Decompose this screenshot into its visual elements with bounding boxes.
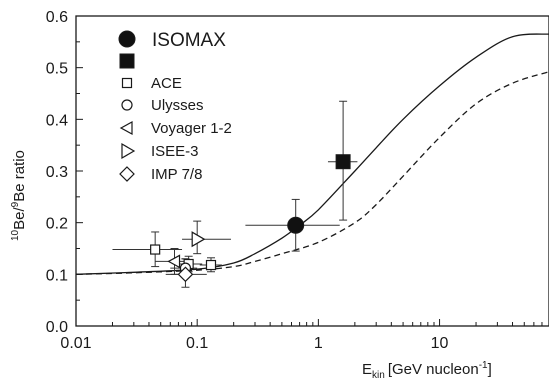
- y-tick-label: 0.0: [46, 319, 68, 336]
- y-axis-label-rest: Be ratio: [11, 150, 28, 202]
- legend: ISOMAX ACE Ulysses Voyager 1-2 ISEE-3 IMP 7/8: [118, 30, 232, 183]
- x-tick-label: 10: [431, 335, 449, 352]
- x-axis-label-main: E: [362, 361, 372, 378]
- data-point-open-triangle-right: [191, 231, 206, 248]
- data-point-open-square: [205, 259, 217, 271]
- y-tick-label: 0.5: [46, 61, 68, 78]
- data-point-open-triangle-left: [167, 254, 181, 269]
- model-curves: [75, 33, 549, 275]
- dashed-model-curve: [75, 71, 549, 275]
- legend-label: IMP 7/8: [151, 166, 202, 183]
- x-axis-label: Ekin [GeV nucleon-1]: [362, 360, 492, 381]
- y-axis-ticks: 0.0 0.1 0.2 0.3 0.4 0.5 0.6: [46, 9, 83, 336]
- legend-label: Ulysses: [151, 97, 204, 114]
- legend-marker-filled-square: [119, 53, 135, 69]
- legend-marker-open-circle: [121, 99, 133, 111]
- data-point-open-square: [150, 244, 161, 255]
- plot-area: [75, 15, 549, 327]
- y-tick-label: 0.1: [46, 267, 68, 284]
- error-bars: [112, 100, 358, 288]
- y-axis-label-sup2: 9: [10, 201, 21, 207]
- y-tick-label: 0.3: [46, 164, 68, 181]
- legend-marker-open-triangle-right: [121, 142, 136, 160]
- x-tick-label: 1: [314, 335, 323, 352]
- x-tick-label: 0.01: [60, 335, 91, 352]
- x-tick-label: 0.1: [186, 335, 208, 352]
- y-tick-label: 0.6: [46, 9, 68, 26]
- solid-model-curve: [75, 33, 549, 275]
- legend-label: ACE: [151, 75, 182, 92]
- x-axis-label-close: ]: [488, 361, 492, 378]
- y-axis-label-mid: Be/: [11, 207, 28, 230]
- y-axis-label: 10Be/9Be ratio: [10, 150, 28, 241]
- legend-marker-open-triangle-left: [119, 120, 133, 136]
- x-axis-label-unit: [GeV nucleon: [388, 361, 479, 378]
- legend-label: Voyager 1-2: [151, 120, 232, 137]
- legend-label: ISEE-3: [151, 143, 199, 160]
- data-point-filled-square: [335, 154, 351, 170]
- y-tick-label: 0.4: [46, 112, 68, 129]
- y-axis-label-sup1: 10: [10, 229, 21, 241]
- legend-label: ISOMAX: [152, 30, 226, 51]
- x-axis-label-sub: kin: [372, 370, 385, 381]
- legend-marker-filled-circle: [118, 30, 136, 48]
- x-axis-label-sup: -1: [479, 360, 488, 371]
- data-point-open-diamond: [177, 266, 194, 283]
- data-markers: [150, 154, 351, 283]
- data-point-filled-circle: [287, 216, 305, 234]
- x-axis-ticks: 0.01 0.1 1 10: [60, 319, 549, 352]
- y-tick-label: 0.2: [46, 216, 68, 233]
- legend-marker-open-diamond: [119, 166, 135, 182]
- legend-marker-open-square: [121, 77, 133, 89]
